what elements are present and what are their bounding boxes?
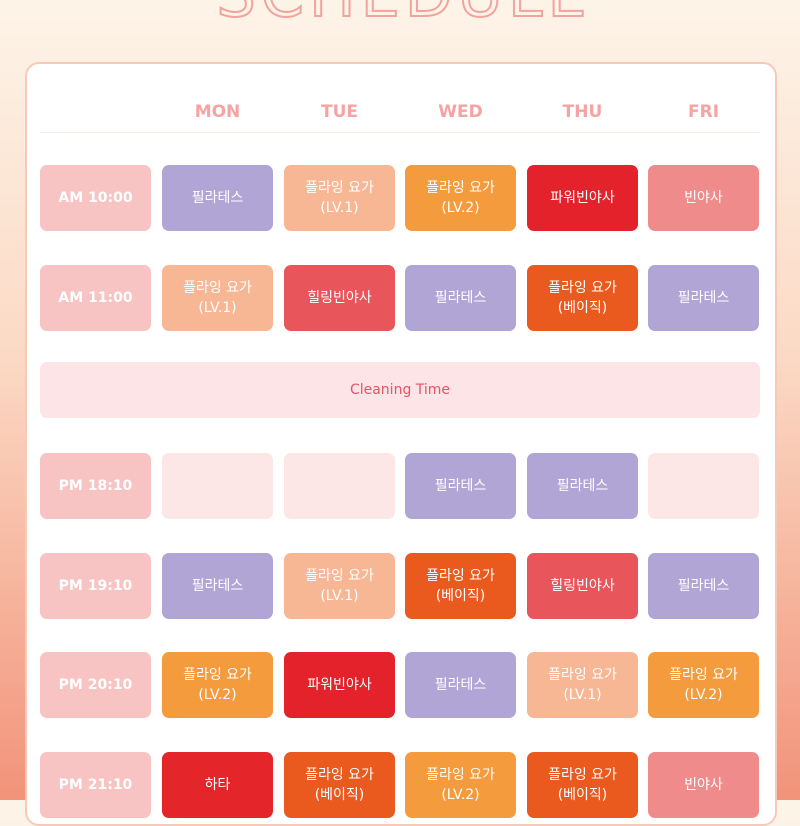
title-svg: SCHEDULE: [215, 0, 591, 32]
class-text: 빈야사: [684, 776, 723, 793]
class-cell: 플라잉 요가 (LV.2): [648, 652, 759, 718]
class-text: 필라테스: [677, 577, 730, 594]
class-text: (LV.1): [198, 299, 237, 316]
class-text: 필라테스: [191, 577, 244, 594]
class-cell: 빈야사: [648, 751, 759, 818]
class-text: 플라잉 요가: [548, 766, 617, 783]
class-cell: 필라테스: [405, 453, 516, 519]
class-cell: 플라잉 요가 (LV.2): [405, 751, 516, 818]
class-text: (LV.2): [441, 786, 480, 803]
time-cell: PM 19:10: [40, 552, 151, 619]
day-header: FRI: [687, 102, 720, 122]
class-cell: 플라잉 요가 (LV.1): [284, 165, 395, 231]
day-header: TUE: [320, 102, 358, 122]
class-text: 플라잉 요가: [426, 567, 495, 584]
class-cell: 필라테스: [405, 264, 516, 331]
class-text: 필라테스: [434, 478, 487, 494]
class-cell: 플라잉 요가 (베이직): [527, 751, 638, 818]
class-text: 플라잉 요가: [669, 667, 738, 683]
class-text: (베이직): [314, 786, 365, 803]
class-cell: 필라테스: [162, 552, 273, 619]
class-text: 필라테스: [191, 190, 244, 206]
class-cell: 필라테스: [648, 552, 759, 619]
class-text: 플라잉 요가: [426, 180, 495, 196]
class-cell: 플라잉 요가 (LV.1): [162, 264, 273, 331]
time-cell: PM 21:10: [40, 751, 151, 818]
class-cell: 필라테스: [162, 165, 273, 231]
class-cell: 빈야사: [648, 165, 759, 231]
class-text: (LV.2): [684, 687, 723, 703]
class-text: 파워빈야사: [550, 190, 615, 206]
day-header: THU: [562, 102, 603, 122]
class-text: (LV.2): [198, 687, 237, 703]
class-cell: 플라잉 요가 (베이직): [284, 751, 395, 818]
class-cell: 힐링빈야사: [284, 264, 395, 331]
class-text: 필라테스: [677, 289, 730, 306]
class-text: 하타: [204, 776, 231, 793]
class-text: 필라테스: [556, 478, 609, 494]
class-text: 플라잉 요가: [183, 667, 252, 683]
class-text: 플라잉 요가: [548, 279, 617, 296]
time-cell: AM 10:00: [40, 165, 151, 231]
class-text: (베이직): [557, 786, 608, 803]
class-text: 필라테스: [434, 289, 487, 306]
class-text: (베이직): [557, 299, 608, 316]
class-text: 플라잉 요가: [305, 766, 374, 783]
title: SCHEDULE: [216, 0, 591, 31]
class-cell: 플라잉 요가 (베이직): [405, 552, 516, 619]
day-header: MON: [194, 102, 241, 122]
day-header: WED: [438, 102, 483, 122]
class-cell: 파워빈야사: [284, 652, 395, 718]
class-text: (LV.2): [441, 200, 480, 216]
class-text: 빈야사: [684, 190, 723, 206]
time-cell: PM 20:10: [40, 652, 151, 718]
class-cell: 플라잉 요가 (LV.1): [284, 552, 395, 619]
class-text: 플라잉 요가: [305, 180, 374, 196]
class-cell: 필라테스: [405, 652, 516, 718]
class-cell: [162, 453, 273, 519]
class-text: (LV.1): [563, 687, 602, 703]
class-text: (LV.1): [320, 587, 359, 604]
class-text: 힐링빈야사: [307, 289, 372, 306]
class-text: 힐링빈야사: [550, 577, 615, 594]
header-divider: [40, 132, 760, 133]
class-cell: 플라잉 요가 (베이직): [527, 264, 638, 331]
class-text: (LV.1): [320, 200, 359, 216]
class-cell: 플라잉 요가 (LV.2): [162, 652, 273, 718]
time-cell: AM 11:00: [40, 264, 151, 331]
class-text: 플라잉 요가: [426, 766, 495, 783]
class-text: 플라잉 요가: [183, 279, 252, 296]
class-cell: [648, 453, 759, 519]
class-cell: 하타: [162, 751, 273, 818]
class-text: 파워빈야사: [307, 677, 372, 693]
class-text: 플라잉 요가: [548, 667, 617, 683]
class-cell: 필라테스: [527, 453, 638, 519]
class-cell: 플라잉 요가 (LV.2): [405, 165, 516, 231]
class-text: 플라잉 요가: [305, 567, 374, 584]
time-cell: PM 18:10: [40, 453, 151, 519]
class-cell: 파워빈야사: [527, 165, 638, 231]
cleaning-bar: Cleaning Time: [40, 362, 760, 418]
class-cell: 플라잉 요가 (LV.1): [527, 652, 638, 718]
class-cell: [284, 453, 395, 519]
class-cell: 필라테스: [648, 264, 759, 331]
class-text: 필라테스: [434, 677, 487, 693]
class-cell: 힐링빈야사: [527, 552, 638, 619]
class-text: (베이직): [435, 587, 486, 604]
